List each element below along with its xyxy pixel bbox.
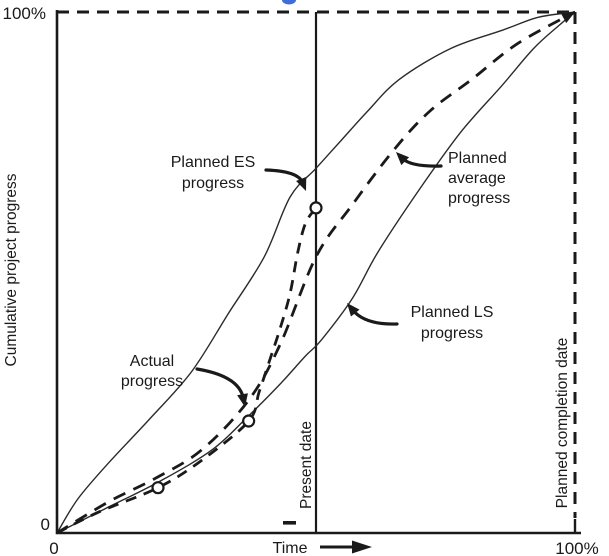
- axes-lines: [55, 10, 581, 535]
- y-axis-min-label: 0: [41, 515, 50, 534]
- annotation-label-actual-progress: Actual: [130, 353, 174, 370]
- time-axis-arrow-icon: [320, 540, 372, 554]
- plot-content: Planned ES progress Planned average progress…: [56, 10, 577, 535]
- annotation-label-planned-es-progress: progress: [182, 175, 244, 192]
- series-planned-average-progress: [56, 10, 576, 535]
- y-axis-max-label: 100%: [3, 4, 46, 23]
- planned-completion-date-label: Planned completion date: [554, 338, 571, 509]
- annotation-arrow-actual-progress: [195, 367, 245, 400]
- annotation-arrow-planned-average-progress: [400, 156, 443, 168]
- y-axis-title: Cumulative project progress: [3, 173, 20, 366]
- annotation-label-planned-es-progress: Planned ES: [171, 154, 256, 171]
- x-axis-title: Time: [273, 540, 308, 556]
- cropped-blue-artifact: [282, 0, 296, 5]
- x-axis-min-label: 0: [49, 539, 58, 556]
- stray-dash-fragment: [283, 521, 296, 525]
- actual-progress-marker: [151, 481, 165, 495]
- present-date-label: Present date: [298, 421, 315, 509]
- actual-progress-marker: [242, 414, 256, 428]
- annotation-label-planned-ls-progress: Planned LS: [411, 304, 494, 321]
- annotation-label-planned-average-progress: progress: [448, 190, 510, 207]
- annotation-arrowhead-planned-average-progress: [396, 152, 410, 166]
- annotation-arrowhead-planned-es-progress: [296, 176, 307, 191]
- annotation-arrowhead-planned-ls-progress: [347, 303, 360, 317]
- series-actual-progress: [56, 207, 318, 535]
- series-planned-ls-progress: [56, 11, 576, 534]
- actual-progress-marker: [309, 201, 323, 215]
- x-axis-max-label: 100%: [555, 539, 598, 556]
- annotation-label-planned-average-progress: average: [448, 170, 506, 187]
- annotation-label-actual-progress: progress: [121, 373, 183, 390]
- series-end-arrowhead-planned-average-progress: [560, 12, 575, 24]
- annotation-arrowhead-actual-progress: [237, 393, 248, 407]
- series-planned-es-progress: [56, 11, 576, 534]
- annotation-label-planned-ls-progress: progress: [421, 325, 483, 342]
- annotation-label-planned-average-progress: Planned: [448, 150, 507, 167]
- annotation-arrow-planned-ls-progress: [351, 308, 399, 326]
